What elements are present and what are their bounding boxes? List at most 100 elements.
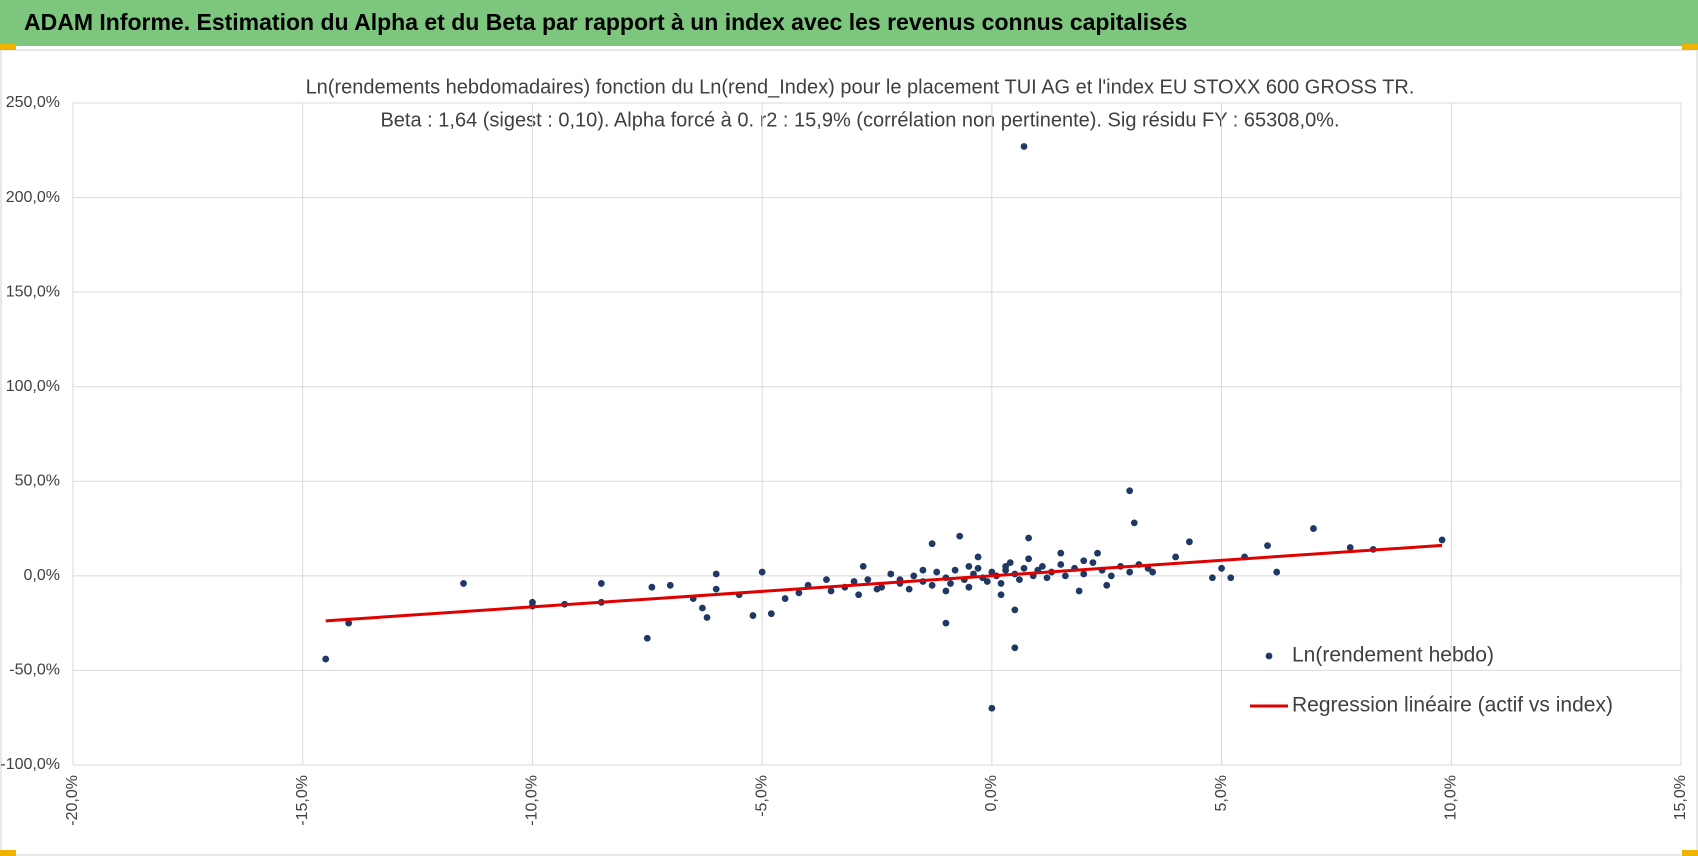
y-tick-label: -100,0%	[0, 756, 60, 773]
scatter-point	[1264, 542, 1271, 549]
scatter-point	[1075, 587, 1083, 595]
corner	[1682, 44, 1698, 50]
scatter-point	[1089, 559, 1097, 567]
scatter-point	[1006, 559, 1014, 567]
x-tick-label: -5,0%	[753, 775, 770, 817]
scatter-point	[712, 585, 720, 593]
chart-frame	[0, 49, 1698, 856]
scatter-point	[712, 570, 720, 578]
corner	[0, 850, 16, 856]
scatter-point	[1002, 566, 1010, 574]
scatter-point	[643, 634, 651, 642]
scatter-point	[699, 604, 706, 612]
scatter-point	[910, 572, 918, 580]
legend-label: Regression linéaire (actif vs index)	[1292, 694, 1613, 717]
scatter-point	[1149, 568, 1157, 576]
chart-title: Ln(rendements hebdomadaires) fonction du…	[306, 76, 1415, 98]
header-bar	[0, 0, 1698, 46]
scatter-point	[322, 655, 330, 663]
scatter-point	[1172, 553, 1180, 561]
scatter-point	[1016, 576, 1023, 584]
scatter-point	[1043, 574, 1051, 582]
scatter-point	[965, 583, 973, 591]
scatter-point	[887, 570, 895, 578]
scatter-point	[974, 553, 982, 561]
scatter-point	[942, 587, 950, 595]
scatter-point	[1273, 568, 1281, 576]
scatter-point	[1208, 574, 1216, 582]
scatter-point	[666, 581, 674, 589]
x-tick-label: -15,0%	[294, 775, 311, 826]
scatter-point	[997, 591, 1005, 599]
legend-marker	[1265, 652, 1273, 660]
x-tick-label: 15,0%	[1672, 775, 1689, 820]
scatter-point	[1346, 544, 1354, 551]
scatter-point	[1025, 555, 1033, 563]
scatter-point	[648, 583, 656, 591]
scatter-point	[947, 580, 954, 587]
scatter-point	[1011, 644, 1019, 652]
scatter-point	[850, 578, 858, 585]
scatter-point	[1126, 568, 1134, 576]
y-tick-label: 50,0%	[15, 473, 60, 490]
scatter-point	[956, 532, 964, 540]
scatter-point	[983, 578, 991, 585]
y-tick-label: 250,0%	[6, 94, 60, 111]
y-tick-label: 0,0%	[24, 567, 60, 584]
scatter-point	[974, 564, 982, 572]
scatter-point	[928, 540, 936, 548]
y-tick-label: 100,0%	[6, 378, 60, 395]
scatter-point	[1025, 534, 1033, 542]
scatter-point	[1061, 572, 1069, 580]
scatter-point	[1057, 549, 1065, 557]
scatter-point	[1227, 574, 1235, 582]
scatter-point	[1130, 519, 1138, 527]
scatter-point	[1057, 561, 1065, 568]
y-tick-label: 200,0%	[6, 189, 60, 206]
scatter-point	[1126, 487, 1134, 495]
scatter-point	[1218, 564, 1225, 572]
x-tick-label: -20,0%	[64, 775, 81, 826]
scatter-point	[1310, 525, 1317, 532]
scatter-point	[988, 704, 996, 712]
legend-label: Ln(rendement hebdo)	[1292, 644, 1494, 667]
scatter-point	[703, 614, 711, 621]
chart-subtitle: Beta : 1,64 (sigest : 0,10). Alpha forcé…	[380, 109, 1339, 131]
scatter-point	[951, 566, 959, 574]
scatter-point	[597, 580, 605, 587]
y-tick-label: 150,0%	[6, 283, 60, 300]
scatter-point	[878, 583, 885, 591]
scatter-point	[1020, 564, 1028, 572]
x-tick-label: 5,0%	[1213, 775, 1230, 811]
scatter-point	[1080, 557, 1088, 565]
scatter-point	[859, 563, 867, 570]
scatter-point	[827, 587, 835, 595]
scatter-point	[749, 612, 757, 619]
x-tick-label: -10,0%	[524, 775, 541, 826]
scatter-point	[1438, 536, 1446, 544]
scatter-point	[781, 595, 789, 602]
scatter-point	[460, 580, 467, 587]
scatter-point	[919, 566, 927, 574]
scatter-point	[758, 568, 766, 576]
scatter-point	[988, 568, 996, 576]
header-title: ADAM Informe. Estimation du Alpha et du …	[24, 9, 1187, 35]
regression-line	[325, 543, 1443, 623]
scatter-point	[905, 585, 913, 593]
corner	[1682, 850, 1698, 856]
x-tick-label: 10,0%	[1443, 775, 1460, 820]
scatter-point	[1107, 572, 1115, 580]
scatter-point	[345, 619, 353, 627]
x-tick-label: 0,0%	[983, 775, 1000, 811]
scatter-point	[795, 589, 803, 597]
y-tick-label: -50,0%	[9, 662, 60, 679]
scatter-point	[997, 580, 1005, 587]
scatter-point	[942, 619, 950, 627]
scatter-point	[933, 568, 941, 576]
scatter-point	[855, 591, 863, 599]
scatter-point	[864, 576, 872, 584]
scatter-point	[1080, 570, 1088, 578]
scatter-point	[928, 581, 936, 589]
